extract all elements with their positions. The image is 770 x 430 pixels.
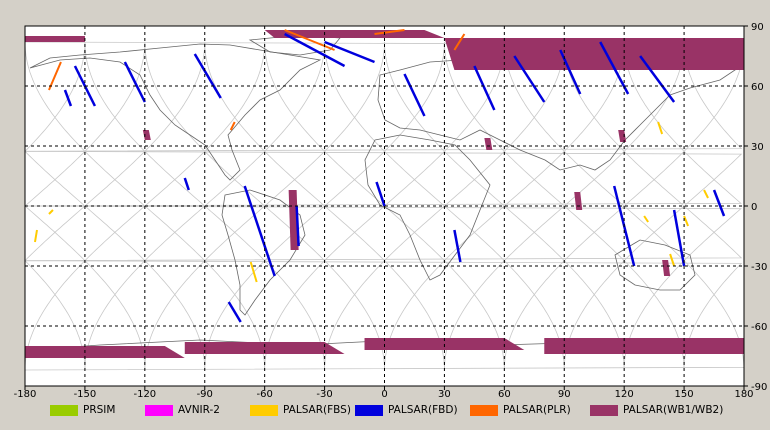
lat-lon-grid	[25, 26, 744, 386]
lon-tick-label: 180	[734, 389, 753, 400]
legend-item-palsar-fbs: PALSAR(FBS)	[250, 402, 351, 418]
coastline	[221, 189, 306, 316]
legend-swatch	[355, 404, 383, 416]
fbd-swath	[672, 209, 686, 267]
legend-label: AVNIR-2	[178, 404, 220, 416]
lat-tick-label: -60	[751, 322, 767, 333]
lat-tick-label: -90	[751, 382, 767, 393]
latitude-axis: 90 60 30 0 -30 -60 -90	[744, 22, 767, 393]
legend-label: PALSAR(FBS)	[283, 404, 351, 416]
lat-tick-label: 90	[751, 22, 764, 33]
legend-item-palsar-fbd: PALSAR(FBD)	[355, 402, 458, 418]
legend-label: PALSAR(FBD)	[388, 404, 458, 416]
legend-swatch	[50, 404, 78, 416]
wb-swath	[288, 190, 299, 250]
lon-tick-label: 0	[381, 389, 387, 400]
lon-tick-label: -150	[74, 389, 97, 400]
lon-tick-label: 150	[675, 389, 694, 400]
fbd-swath	[227, 301, 242, 323]
fbd-swath	[123, 61, 146, 103]
fbd-swath	[599, 41, 630, 95]
lat-tick-label: 30	[751, 142, 764, 153]
fbd-swath	[324, 40, 375, 64]
longitude-axis: -180 -150 -120 -90 -60 -30 0 30 60 90 120 150 180	[14, 386, 754, 400]
lon-tick-label: -90	[197, 389, 213, 400]
fbd-swath	[559, 49, 582, 95]
lon-tick-label: -60	[256, 389, 272, 400]
wb-swath	[484, 138, 493, 150]
fbd-swath	[473, 65, 496, 111]
fbs-swath	[657, 121, 664, 135]
lon-tick-label: -180	[14, 389, 37, 400]
fbs-swath	[683, 215, 690, 227]
legend-item-prsim: PRSIM	[50, 402, 115, 418]
plr-swath	[374, 29, 405, 35]
lon-tick-label: 90	[558, 389, 571, 400]
coastline	[614, 239, 696, 291]
fbs-swath	[669, 253, 676, 267]
lon-tick-label: 30	[438, 389, 451, 400]
fbs-swath	[48, 209, 54, 215]
fbd-swath	[63, 89, 73, 107]
plr-swath	[453, 33, 466, 51]
lat-tick-label: -30	[751, 262, 767, 273]
legend-swatch	[145, 404, 173, 416]
fbd-swath	[453, 229, 462, 263]
fbd-swath	[295, 205, 300, 247]
legend-swatch	[470, 404, 498, 416]
legend-label: PRSIM	[83, 404, 116, 416]
legend-swatch	[250, 404, 278, 416]
lon-tick-label: 120	[615, 389, 634, 400]
wb-swath	[574, 192, 583, 210]
lat-tick-label: 60	[751, 82, 764, 93]
coastline	[364, 134, 491, 281]
lon-tick-label: 60	[498, 389, 511, 400]
fbd-swath	[375, 181, 386, 207]
lon-tick-label: -30	[316, 389, 332, 400]
legend-label: PALSAR(WB1/WB2)	[623, 404, 724, 416]
fbd-swath	[513, 55, 546, 103]
fbd-swath	[193, 53, 222, 99]
wb-swath	[25, 36, 85, 42]
fbs-swath	[643, 215, 649, 223]
fbs-swath	[33, 229, 38, 243]
fbd-swath	[712, 189, 726, 217]
legend-label: PALSAR(PLR)	[503, 404, 571, 416]
legend-item-palsar-wb: PALSAR(WB1/WB2)	[590, 402, 723, 418]
fbd-swath	[284, 32, 346, 68]
wb-swath	[142, 130, 151, 140]
wb-swath	[444, 38, 744, 70]
fbd-swath	[639, 55, 676, 103]
plr-swath	[229, 121, 236, 131]
fbs-swath	[249, 261, 258, 283]
wb-swath	[618, 130, 627, 142]
legend-swatch	[590, 404, 618, 416]
wb-swath	[264, 30, 445, 38]
legend: PRSIM AVNIR-2 PALSAR(FBS) PALSAR(FBD) PA…	[50, 402, 750, 418]
plr-swath	[284, 29, 335, 51]
lat-tick-label: 0	[751, 202, 757, 213]
wb-swath	[25, 346, 185, 358]
fbd-swath	[183, 177, 190, 191]
wb-swath	[544, 338, 744, 354]
fbd-swath	[403, 73, 426, 117]
plr-swath	[48, 61, 62, 91]
fbs-swath	[703, 189, 709, 199]
legend-item-palsar-plr: PALSAR(PLR)	[470, 402, 571, 418]
fbd-swath	[243, 185, 276, 277]
lon-tick-label: -120	[133, 389, 156, 400]
legend-item-avnir2: AVNIR-2	[145, 402, 220, 418]
wb-swath	[662, 260, 671, 276]
wb-swath	[184, 342, 345, 354]
acquisition-swaths	[25, 29, 744, 358]
coastline	[29, 43, 322, 181]
